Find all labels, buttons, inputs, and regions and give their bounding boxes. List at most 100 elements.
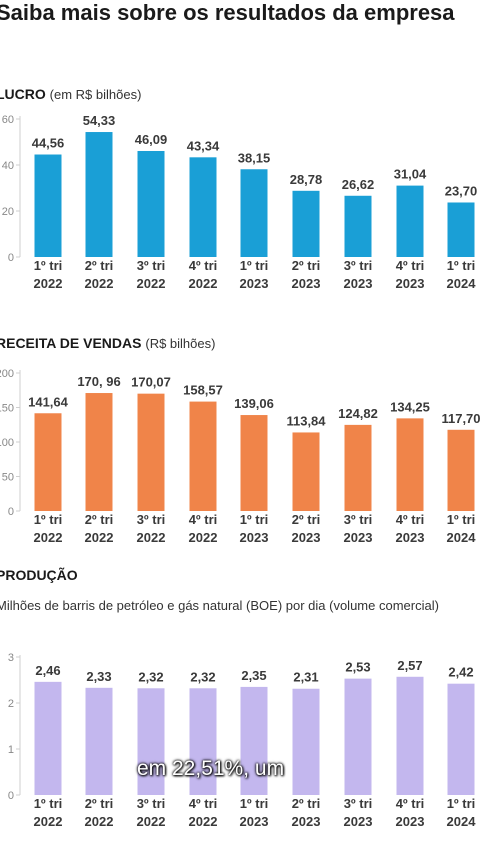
y-tick-label: 1 — [8, 744, 14, 756]
bar — [344, 678, 372, 795]
category-label: 1º tri 2023 — [240, 258, 269, 291]
category-label: 1º tri 2023 — [240, 796, 269, 829]
bar — [34, 413, 62, 511]
bar-value-label: 113,84 — [286, 413, 326, 428]
page-title: Saiba mais sobre os resultados da empres… — [0, 0, 455, 25]
category-label: 2º tri 2023 — [292, 512, 321, 545]
y-tick-label: 2 — [8, 698, 14, 710]
bar-value-label: 26,62 — [342, 177, 375, 192]
category-label: 4º tri 2022 — [189, 512, 218, 545]
bar — [240, 686, 268, 795]
bar — [447, 202, 475, 257]
y-tick-label: 100 — [0, 437, 14, 449]
bar-value-label: 134,25 — [390, 399, 430, 414]
bar-value-label: 2,42 — [448, 665, 473, 680]
category-label: 2º tri 2022 — [85, 258, 114, 291]
bar — [34, 681, 62, 795]
y-tick-label: 200 — [0, 368, 14, 380]
bar-value-label: 2,33 — [86, 669, 111, 684]
category-label: 4º tri 2022 — [189, 796, 218, 829]
lucro-bar-chart: 0 20 40 60 44,56 1º tri 2022 54,33 2º tri 2022 46,… — [2, 113, 478, 291]
category-label: 3º tri 2023 — [344, 258, 373, 291]
receita-section-title: RECEITA DE VENDAS (R$ bilhões) — [0, 335, 215, 351]
bar — [344, 424, 372, 511]
bar — [34, 154, 62, 257]
bar-value-label: 158,57 — [183, 383, 223, 398]
bar-value-label: 2,32 — [138, 669, 163, 684]
category-label: 4º tri 2022 — [189, 258, 218, 291]
y-tick-label: 150 — [0, 403, 14, 415]
bar — [240, 415, 268, 511]
bar-value-label: 46,09 — [135, 132, 168, 147]
category-label: 1º tri 2022 — [34, 796, 63, 829]
bar — [396, 185, 424, 257]
y-tick-label: 60 — [2, 114, 14, 126]
bar — [292, 688, 320, 795]
bar — [396, 676, 424, 795]
bar-value-label: 44,56 — [32, 136, 65, 151]
category-label: 3º tri 2022 — [137, 512, 166, 545]
category-label: 2º tri 2023 — [292, 258, 321, 291]
bar — [396, 418, 424, 511]
y-tick-label: 0 — [8, 506, 14, 518]
bar-value-label: 28,78 — [290, 172, 323, 187]
bar-value-label: 54,33 — [83, 113, 116, 128]
bar — [189, 401, 217, 511]
category-label: 1º tri 2024 — [447, 512, 477, 545]
category-label: 3º tri 2023 — [344, 512, 373, 545]
bar-value-label: 38,15 — [238, 150, 271, 165]
category-label: 4º tri 2023 — [396, 512, 425, 545]
bar-value-label: 2,53 — [345, 660, 370, 675]
category-label: 1º tri 2024 — [447, 796, 477, 829]
bar-value-label: 141,64 — [28, 394, 69, 409]
category-label: 3º tri 2022 — [137, 796, 166, 829]
y-tick-label: 0 — [8, 252, 14, 264]
bar — [292, 432, 320, 511]
bar-value-label: 2,46 — [35, 663, 60, 678]
bar-value-label: 23,70 — [445, 183, 478, 198]
bar-value-label: 139,06 — [234, 396, 274, 411]
bar-value-label: 2,31 — [293, 670, 318, 685]
bar — [137, 688, 165, 795]
bar — [344, 195, 372, 257]
y-tick-label: 40 — [2, 160, 14, 172]
category-label: 4º tri 2023 — [396, 258, 425, 291]
category-label: 1º tri 2022 — [34, 258, 63, 291]
category-label: 2º tri 2022 — [85, 796, 114, 829]
bar-value-label: 31,04 — [394, 167, 427, 182]
lucro-unit: (em R$ bilhões) — [49, 87, 142, 102]
category-label: 3º tri 2022 — [137, 258, 166, 291]
bar — [85, 132, 113, 257]
y-tick-label: 3 — [8, 652, 14, 664]
lucro-title: LUCRO — [0, 86, 46, 102]
bar-value-label: 43,34 — [187, 138, 220, 153]
bar-value-label: 2,32 — [190, 669, 215, 684]
bar — [447, 429, 475, 511]
category-label: 1º tri 2024 — [447, 258, 477, 291]
category-label: 2º tri 2022 — [85, 512, 114, 545]
y-tick-label: 0 — [8, 790, 14, 802]
bar — [137, 150, 165, 257]
category-label: 2º tri 2023 — [292, 796, 321, 829]
bar — [85, 393, 113, 511]
y-tick-label: 20 — [2, 206, 14, 218]
producao-subtitle: Milhões de barris de petróleo e gás natu… — [0, 598, 439, 613]
bar-value-label: 117,70 — [441, 411, 480, 426]
y-tick-label: 50 — [2, 472, 14, 484]
bar — [447, 683, 475, 795]
producao-title: PRODUÇÃO — [0, 567, 78, 583]
bar-value-label: 2,35 — [241, 668, 266, 683]
receita-title: RECEITA DE VENDAS — [0, 335, 142, 351]
video-caption: em 22,51%, um — [137, 757, 285, 780]
bar — [137, 393, 165, 511]
bar — [189, 688, 217, 795]
bar — [189, 157, 217, 257]
lucro-section-title: LUCRO (em R$ bilhões) — [0, 86, 141, 102]
category-label: 1º tri 2023 — [240, 512, 269, 545]
bar-value-label: 170, 96 — [77, 374, 120, 389]
bar — [85, 687, 113, 795]
bar-value-label: 2,57 — [397, 658, 422, 673]
bar-value-label: 170,07 — [131, 375, 171, 390]
